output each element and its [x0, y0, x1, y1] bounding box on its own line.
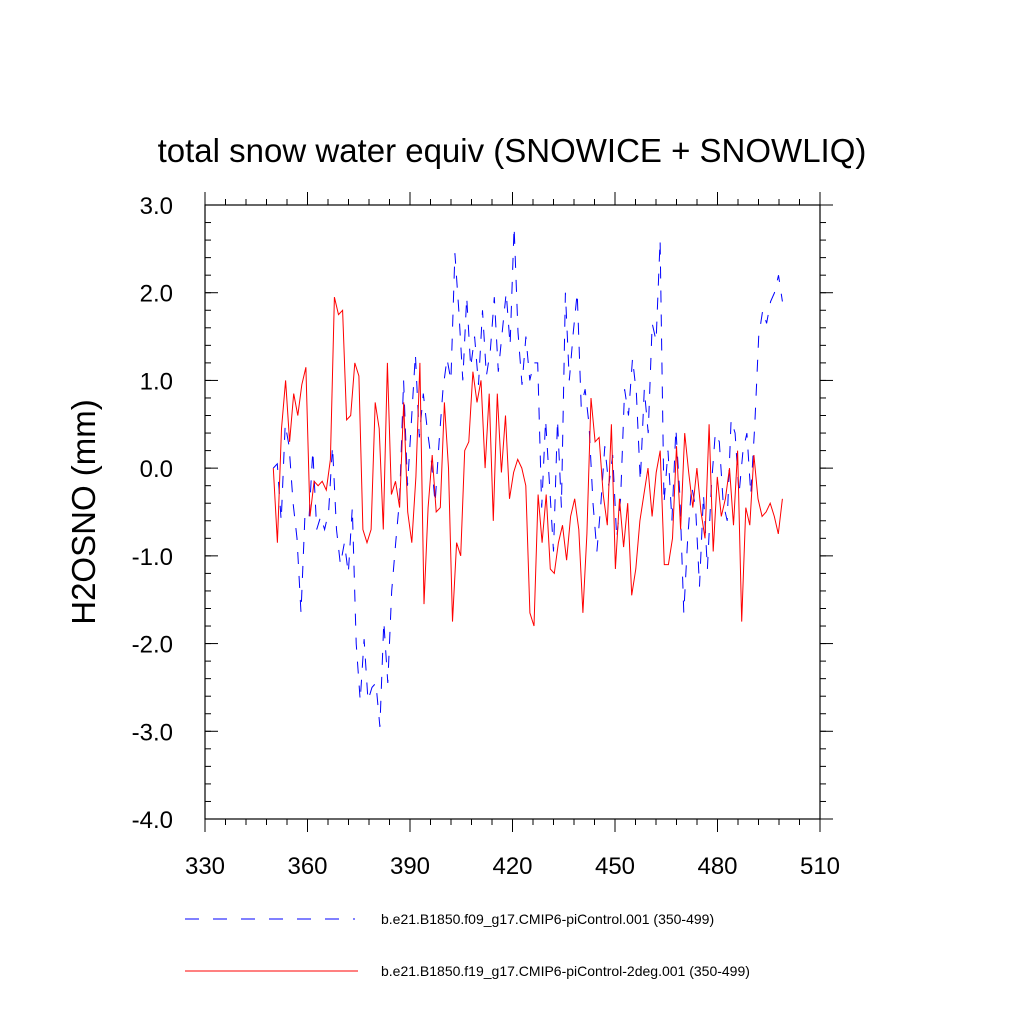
x-tick-label: 450: [595, 853, 635, 880]
x-tick-label: 330: [185, 853, 225, 880]
y-tick-label: -3.0: [132, 719, 173, 746]
y-tick-label: 2.0: [140, 281, 173, 308]
plot-area: [272, 226, 783, 727]
x-tick-label: 360: [287, 853, 327, 880]
y-tick-label: -4.0: [132, 807, 173, 834]
y-tick-label: 0.0: [140, 456, 173, 483]
x-tick-label: 480: [697, 853, 737, 880]
y-tick-label: 1.0: [140, 368, 173, 395]
series-line-1: [272, 226, 783, 727]
plot-frame: [204, 204, 821, 820]
chart-title: total snow water equiv (SNOWICE + SNOWLI…: [158, 132, 867, 169]
axes: 330 360 390 420 450 480 510 3.0 2.0 1.0 0.0 -1.0 -2.…: [132, 192, 840, 880]
x-tick-label: 390: [390, 853, 430, 880]
y-tick-label: 3.0: [140, 193, 173, 220]
x-tick-label: 420: [492, 853, 532, 880]
y-tick-label: -2.0: [132, 632, 173, 659]
y-tick-label: -1.0: [132, 544, 173, 571]
series-line-2: [272, 296, 783, 627]
x-tick-label: 510: [800, 853, 840, 880]
legend-label-f09: b.e21.B1850.f09_g17.CMIP6-piControl.001 …: [381, 911, 714, 927]
y-axis-label: H2OSNO (mm): [65, 399, 102, 625]
legend: b.e21.B1850.f09_g17.CMIP6-piControl.001 …: [185, 911, 750, 979]
legend-label-f19: b.e21.B1850.f19_g17.CMIP6-piControl-2deg…: [381, 963, 750, 979]
